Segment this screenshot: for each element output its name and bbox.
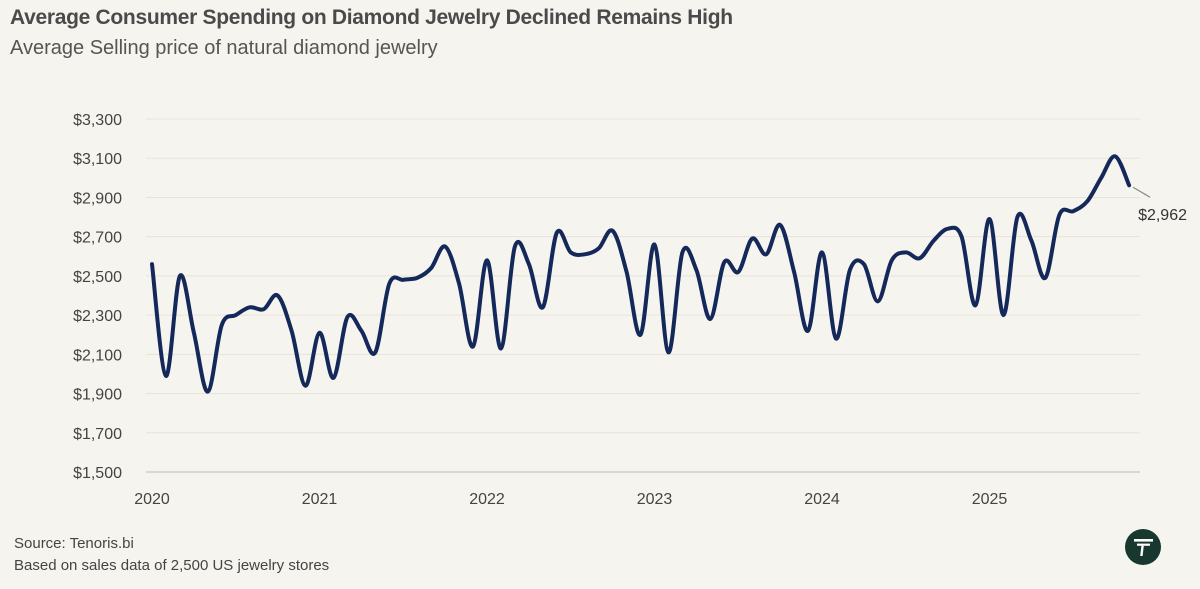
y-tick-label: $2,500: [73, 269, 122, 286]
data-note: Based on sales data of 2,500 US jewelry …: [14, 557, 330, 574]
y-tick-label: $2,100: [73, 347, 122, 364]
y-tick-label: $2,900: [73, 190, 122, 207]
source-note: Source: Tenoris.bi: [14, 535, 134, 552]
series-line: [150, 154, 1132, 394]
x-tick-label: 2022: [469, 491, 505, 508]
y-tick-label: $1,500: [73, 465, 122, 482]
x-tick-label: 2020: [134, 491, 170, 508]
chart-subtitle: Average Selling price of natural diamond…: [10, 37, 438, 59]
x-tick-label: 2021: [302, 491, 338, 508]
y-tick-label: $3,100: [73, 151, 122, 168]
x-tick-label: 2025: [972, 491, 1008, 508]
x-tick-label: 2023: [637, 491, 673, 508]
y-tick-label: $2,700: [73, 230, 122, 247]
x-tick-label: 2024: [804, 491, 840, 508]
y-tick-label: $3,300: [73, 112, 122, 129]
chart-title: Average Consumer Spending on Diamond Jew…: [10, 6, 733, 29]
end-label-leader: [1132, 186, 1151, 198]
y-tick-label: $2,300: [73, 308, 122, 325]
tenoris-logo-icon: [1125, 529, 1161, 565]
end-value-label: $2,962: [1138, 207, 1187, 224]
y-tick-label: $1,900: [73, 387, 122, 404]
y-tick-label: $1,700: [73, 426, 122, 443]
